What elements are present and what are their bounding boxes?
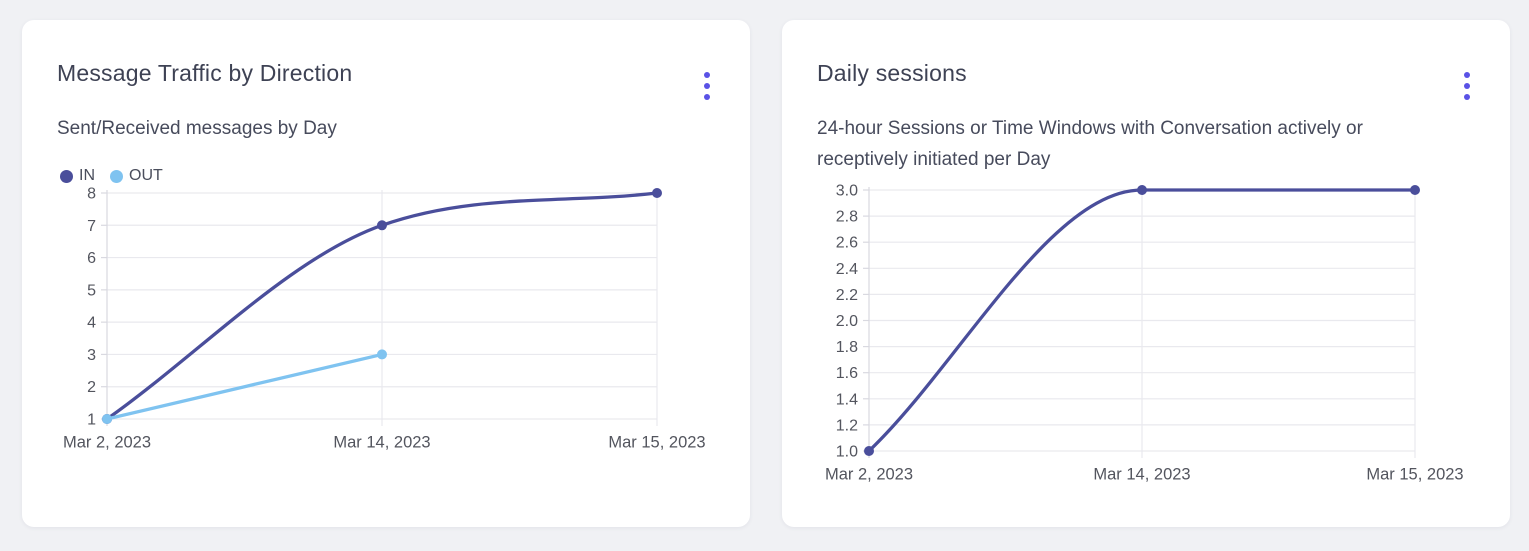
y-tick-label: 8 <box>87 186 96 203</box>
legend-label: IN <box>79 167 95 184</box>
x-tick-label: Mar 14, 2023 <box>1093 466 1190 484</box>
chart-legend: IN OUT <box>60 167 714 185</box>
x-tick-label: Mar 15, 2023 <box>608 434 705 452</box>
card-title: Message Traffic by Direction <box>57 60 353 86</box>
card-subtitle: 24-hour Sessions or Time Windows with Co… <box>817 118 1363 170</box>
y-tick-label: 1.8 <box>836 339 858 356</box>
kebab-dot <box>1464 72 1470 78</box>
y-tick-label: 7 <box>87 218 96 235</box>
legend-dot-in <box>60 169 73 183</box>
legend-dot-out <box>110 169 123 183</box>
y-tick-label: 3.0 <box>836 183 858 200</box>
legend-item-in[interactable]: IN <box>60 167 95 185</box>
kebab-dot <box>1464 94 1470 100</box>
kebab-menu-icon[interactable] <box>692 64 722 108</box>
x-tick-label: Mar 15, 2023 <box>1366 466 1463 484</box>
y-tick-label: 1.0 <box>836 444 858 461</box>
data-point <box>1137 185 1147 195</box>
x-tick-label: Mar 2, 2023 <box>825 466 913 484</box>
y-tick-label: 2.4 <box>836 261 858 278</box>
y-tick-label: 5 <box>87 282 96 299</box>
card-subtitle: Sent/Received messages by Day <box>57 118 337 139</box>
data-point <box>864 446 874 456</box>
data-point <box>1410 185 1420 195</box>
kebab-dot <box>704 83 710 89</box>
data-point <box>102 414 112 424</box>
y-tick-label: 2.8 <box>836 209 858 226</box>
y-tick-label: 1.4 <box>836 391 858 408</box>
legend-item-out[interactable]: OUT <box>110 167 163 185</box>
card-message-traffic: Message Traffic by Direction Sent/Receiv… <box>22 20 750 527</box>
card-title: Daily sessions <box>817 60 967 86</box>
y-tick-label: 3 <box>87 347 96 364</box>
kebab-dot <box>704 94 710 100</box>
x-tick-label: Mar 14, 2023 <box>333 434 430 452</box>
y-tick-label: 2 <box>87 379 96 396</box>
y-tick-label: 2.6 <box>836 235 858 252</box>
legend-label: OUT <box>129 167 163 184</box>
data-point <box>377 220 387 231</box>
series-line <box>867 188 1417 453</box>
y-tick-label: 4 <box>87 315 96 332</box>
line-chart-daily-sessions: 1.0 1.2 1.4 1.6 1.8 2.0 2.2 2.4 2.6 2.8 3.0 Mar 2, … <box>825 183 1464 484</box>
kebab-dot <box>704 72 710 78</box>
y-tick-label: 6 <box>87 250 96 267</box>
kebab-menu-icon[interactable] <box>1452 64 1482 108</box>
y-tick-label: 2.2 <box>836 287 858 304</box>
data-point <box>652 188 662 198</box>
data-point <box>377 349 387 360</box>
card-daily-sessions: Daily sessions 24-hour Sessions or Time … <box>782 20 1510 527</box>
y-tick-label: 1.6 <box>836 365 858 382</box>
kebab-dot <box>1464 83 1470 89</box>
line-chart-message-traffic: 1 2 3 4 5 6 7 8 Mar 2, 2023 Mar 14, 2023 Mar 15, 2… <box>63 186 706 452</box>
series-line-out <box>105 352 384 421</box>
y-tick-label: 1.2 <box>836 417 858 434</box>
y-tick-label: 2.0 <box>836 313 858 330</box>
x-tick-label: Mar 2, 2023 <box>63 434 151 452</box>
y-tick-label: 1 <box>87 412 96 429</box>
